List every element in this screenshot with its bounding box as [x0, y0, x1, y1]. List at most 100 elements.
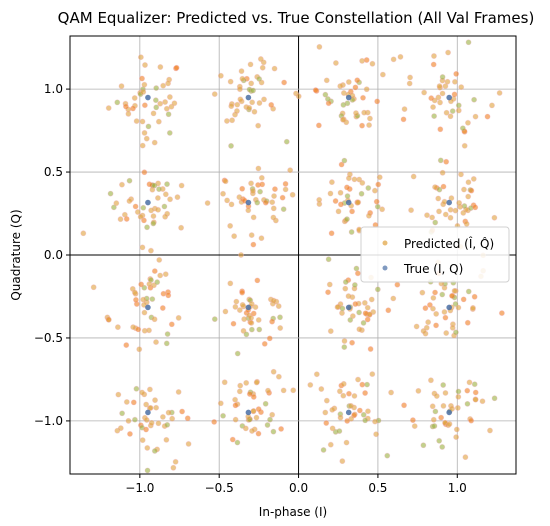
predicted-point — [114, 324, 121, 331]
predicted-point — [155, 420, 162, 427]
predicted-point — [373, 431, 380, 438]
predicted-point — [316, 196, 323, 203]
y-tick-label: 0.0 — [44, 248, 63, 262]
predicted-point — [328, 230, 335, 237]
predicted-point — [340, 392, 347, 399]
predicted-point — [453, 426, 460, 433]
predicted-point — [147, 247, 154, 254]
predicted-point — [255, 165, 262, 172]
predicted-point — [437, 157, 444, 164]
predicted-point — [340, 101, 347, 108]
predicted-point — [449, 324, 456, 331]
predicted-point — [142, 61, 149, 68]
predicted-point — [341, 157, 348, 164]
predicted-point — [343, 184, 350, 191]
predicted-point — [266, 335, 273, 342]
predicted-point — [135, 326, 142, 333]
predicted-point — [323, 77, 330, 84]
predicted-point — [451, 78, 458, 85]
predicted-point — [270, 297, 277, 304]
predicted-point — [167, 196, 174, 203]
predicted-point — [316, 43, 323, 50]
predicted-point — [323, 420, 330, 427]
predicted-point — [270, 368, 277, 375]
true-point — [446, 304, 452, 311]
predicted-point — [355, 376, 362, 383]
predicted-point — [400, 116, 407, 123]
predicted-point — [159, 413, 166, 420]
predicted-point — [430, 294, 437, 301]
predicted-point — [122, 103, 129, 110]
predicted-point — [115, 391, 122, 398]
predicted-point — [168, 321, 175, 328]
true-point — [245, 94, 252, 101]
predicted-point — [233, 298, 240, 305]
predicted-point — [428, 95, 435, 102]
predicted-point — [415, 387, 422, 394]
predicted-point — [464, 119, 471, 126]
true-point — [345, 304, 352, 311]
predicted-point — [151, 268, 158, 275]
predicted-point — [322, 91, 329, 98]
predicted-point — [140, 301, 147, 308]
predicted-point — [447, 214, 454, 221]
predicted-point — [147, 404, 154, 411]
predicted-point — [275, 373, 282, 380]
legend-marker-predicted — [382, 240, 388, 246]
predicted-point — [379, 71, 386, 78]
predicted-point — [458, 84, 465, 91]
predicted-point — [349, 208, 356, 215]
predicted-point — [442, 211, 449, 218]
predicted-point — [349, 339, 356, 346]
predicted-point — [228, 103, 235, 110]
predicted-point — [424, 212, 431, 219]
predicted-point — [173, 64, 180, 71]
predicted-point — [364, 304, 371, 311]
predicted-point — [442, 389, 449, 396]
y-tick-label: −0.5 — [34, 331, 63, 345]
predicted-point — [328, 179, 335, 186]
predicted-point — [268, 101, 275, 108]
predicted-point — [339, 116, 346, 123]
predicted-point — [217, 72, 224, 79]
predicted-point — [110, 204, 117, 211]
predicted-point — [469, 304, 476, 311]
predicted-point — [374, 286, 381, 293]
predicted-point — [157, 100, 164, 107]
predicted-point — [163, 436, 170, 443]
predicted-point — [437, 99, 444, 106]
predicted-point — [139, 389, 146, 396]
predicted-point — [233, 107, 240, 114]
predicted-point — [144, 444, 151, 451]
predicted-point — [374, 98, 381, 105]
predicted-point — [239, 185, 246, 192]
predicted-point — [447, 113, 454, 120]
predicted-point — [368, 296, 375, 303]
predicted-point — [236, 307, 243, 314]
predicted-point — [440, 183, 447, 190]
predicted-point — [407, 74, 414, 81]
predicted-point — [257, 56, 264, 63]
predicted-point — [250, 407, 257, 414]
predicted-point — [113, 200, 120, 207]
predicted-point — [439, 443, 446, 450]
true-point — [145, 94, 151, 101]
predicted-point — [144, 224, 151, 231]
predicted-point — [143, 401, 150, 408]
predicted-point — [456, 199, 463, 206]
predicted-point — [465, 288, 472, 295]
predicted-point — [255, 406, 262, 413]
predicted-point — [250, 87, 257, 94]
predicted-point — [241, 316, 248, 323]
predicted-point — [323, 397, 330, 404]
predicted-point — [354, 77, 361, 84]
true-series — [145, 94, 452, 416]
predicted-point — [440, 381, 447, 388]
predicted-point — [165, 409, 172, 416]
predicted-point — [179, 408, 186, 415]
predicted-point — [436, 208, 443, 215]
predicted-point — [435, 195, 442, 202]
predicted-point — [355, 199, 362, 206]
predicted-point — [162, 271, 169, 278]
predicted-point — [337, 414, 344, 421]
